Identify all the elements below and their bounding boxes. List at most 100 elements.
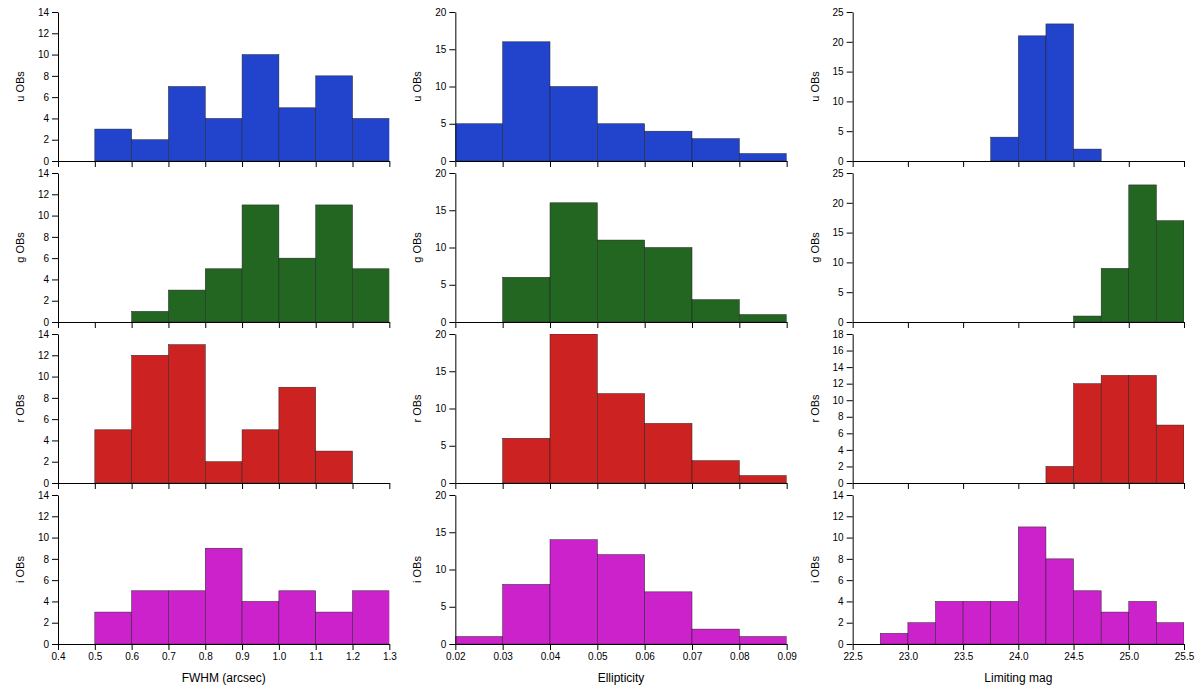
- tick-mark: [597, 644, 598, 650]
- tick: 0.06: [635, 644, 655, 662]
- tick: 10: [833, 395, 853, 406]
- tick-mark: [1074, 644, 1075, 650]
- bar: [503, 277, 550, 322]
- tick-mark: [449, 285, 455, 286]
- bar: [880, 483, 908, 484]
- bar: [550, 334, 597, 483]
- tick: [1074, 483, 1075, 489]
- tick: 6: [43, 253, 58, 264]
- y-axis-line: [853, 13, 854, 162]
- tick: [205, 483, 206, 489]
- tick: 24.0: [1009, 644, 1029, 662]
- tick-label: 4: [43, 435, 49, 446]
- x-axis: [59, 322, 390, 328]
- tick-mark: [58, 161, 59, 167]
- tick-mark: [847, 351, 853, 352]
- tick: 4: [43, 435, 58, 446]
- bar: [1046, 322, 1074, 323]
- tick: 6: [43, 92, 58, 103]
- bar: [991, 601, 1019, 644]
- tick: 4: [43, 274, 58, 285]
- tick-mark: [52, 644, 58, 645]
- tick-mark: [963, 644, 964, 650]
- bar: [205, 269, 242, 322]
- bar: [242, 601, 279, 644]
- tick: 6: [838, 428, 853, 439]
- bar: [58, 322, 95, 323]
- tick-label: 15: [435, 44, 447, 55]
- tick-label: 25: [833, 168, 845, 179]
- tick-mark: [787, 161, 788, 167]
- tick-mark: [847, 580, 853, 581]
- tick: [550, 483, 551, 489]
- tick-label: 12: [833, 378, 845, 389]
- bar: [550, 540, 597, 644]
- tick: [853, 161, 854, 167]
- tick: 10: [38, 49, 58, 60]
- tick-label: 0: [838, 478, 844, 489]
- tick-label: 8: [838, 554, 844, 565]
- bar: [503, 438, 550, 483]
- bar: [58, 483, 95, 484]
- y-axis-label: i OBs: [14, 556, 26, 583]
- bar: [132, 591, 169, 644]
- tick-mark: [847, 233, 853, 234]
- tick-label: 0.9: [236, 651, 250, 662]
- tick-mark: [353, 483, 354, 489]
- x-axis-line: [456, 483, 787, 484]
- bar: [991, 483, 1019, 484]
- tick: 8: [43, 393, 58, 404]
- tick-label: 10: [833, 257, 845, 268]
- tick-mark: [168, 161, 169, 167]
- tick: 0.03: [493, 644, 513, 662]
- tick: 0.8: [199, 644, 213, 662]
- tick-mark: [353, 322, 354, 328]
- tick: 4: [43, 113, 58, 124]
- bar: [739, 476, 786, 483]
- tick-mark: [52, 538, 58, 539]
- y-axis-line: [58, 496, 59, 645]
- bar: [205, 548, 242, 644]
- bars: [132, 205, 390, 322]
- tick: 1.3: [383, 644, 397, 662]
- tick-mark: [847, 450, 853, 451]
- tick: 12: [38, 511, 58, 522]
- y-axis-label: u OBs: [14, 71, 26, 102]
- tick: [95, 161, 96, 167]
- tick-mark: [1074, 322, 1075, 328]
- panel: 05101520r OBs: [411, 329, 787, 489]
- tick-label: 8: [838, 411, 844, 422]
- tick-mark: [550, 644, 551, 650]
- tick-label: 10: [435, 242, 447, 253]
- tick: [739, 483, 740, 489]
- tick-label: 6: [43, 253, 49, 264]
- tick-label: 10: [38, 532, 50, 543]
- tick-label: 12: [38, 511, 50, 522]
- tick-mark: [58, 644, 59, 650]
- tick-label: 10: [435, 564, 447, 575]
- tick-mark: [52, 440, 58, 441]
- y-axis: 0510152025: [833, 168, 854, 328]
- tick-mark: [205, 161, 206, 167]
- bar: [455, 483, 502, 484]
- tick: 1.2: [346, 644, 360, 662]
- tick-mark: [52, 97, 58, 98]
- bars: [455, 540, 786, 644]
- tick-mark: [1018, 322, 1019, 328]
- tick-label: 12: [38, 350, 50, 361]
- bar: [853, 161, 881, 162]
- tick: [1129, 161, 1130, 167]
- bar: [1046, 24, 1074, 161]
- y-axis-label: i OBs: [411, 556, 423, 583]
- tick-label: 5: [838, 287, 844, 298]
- bar: [1101, 375, 1129, 483]
- bar: [963, 322, 991, 323]
- tick-label: 10: [435, 403, 447, 414]
- tick: 0: [838, 156, 853, 167]
- tick-mark: [52, 216, 58, 217]
- tick-mark: [279, 322, 280, 328]
- tick: 0.09: [777, 644, 797, 662]
- tick-label: 20: [833, 37, 845, 48]
- tick-mark: [739, 161, 740, 167]
- tick-label: 25: [833, 7, 845, 18]
